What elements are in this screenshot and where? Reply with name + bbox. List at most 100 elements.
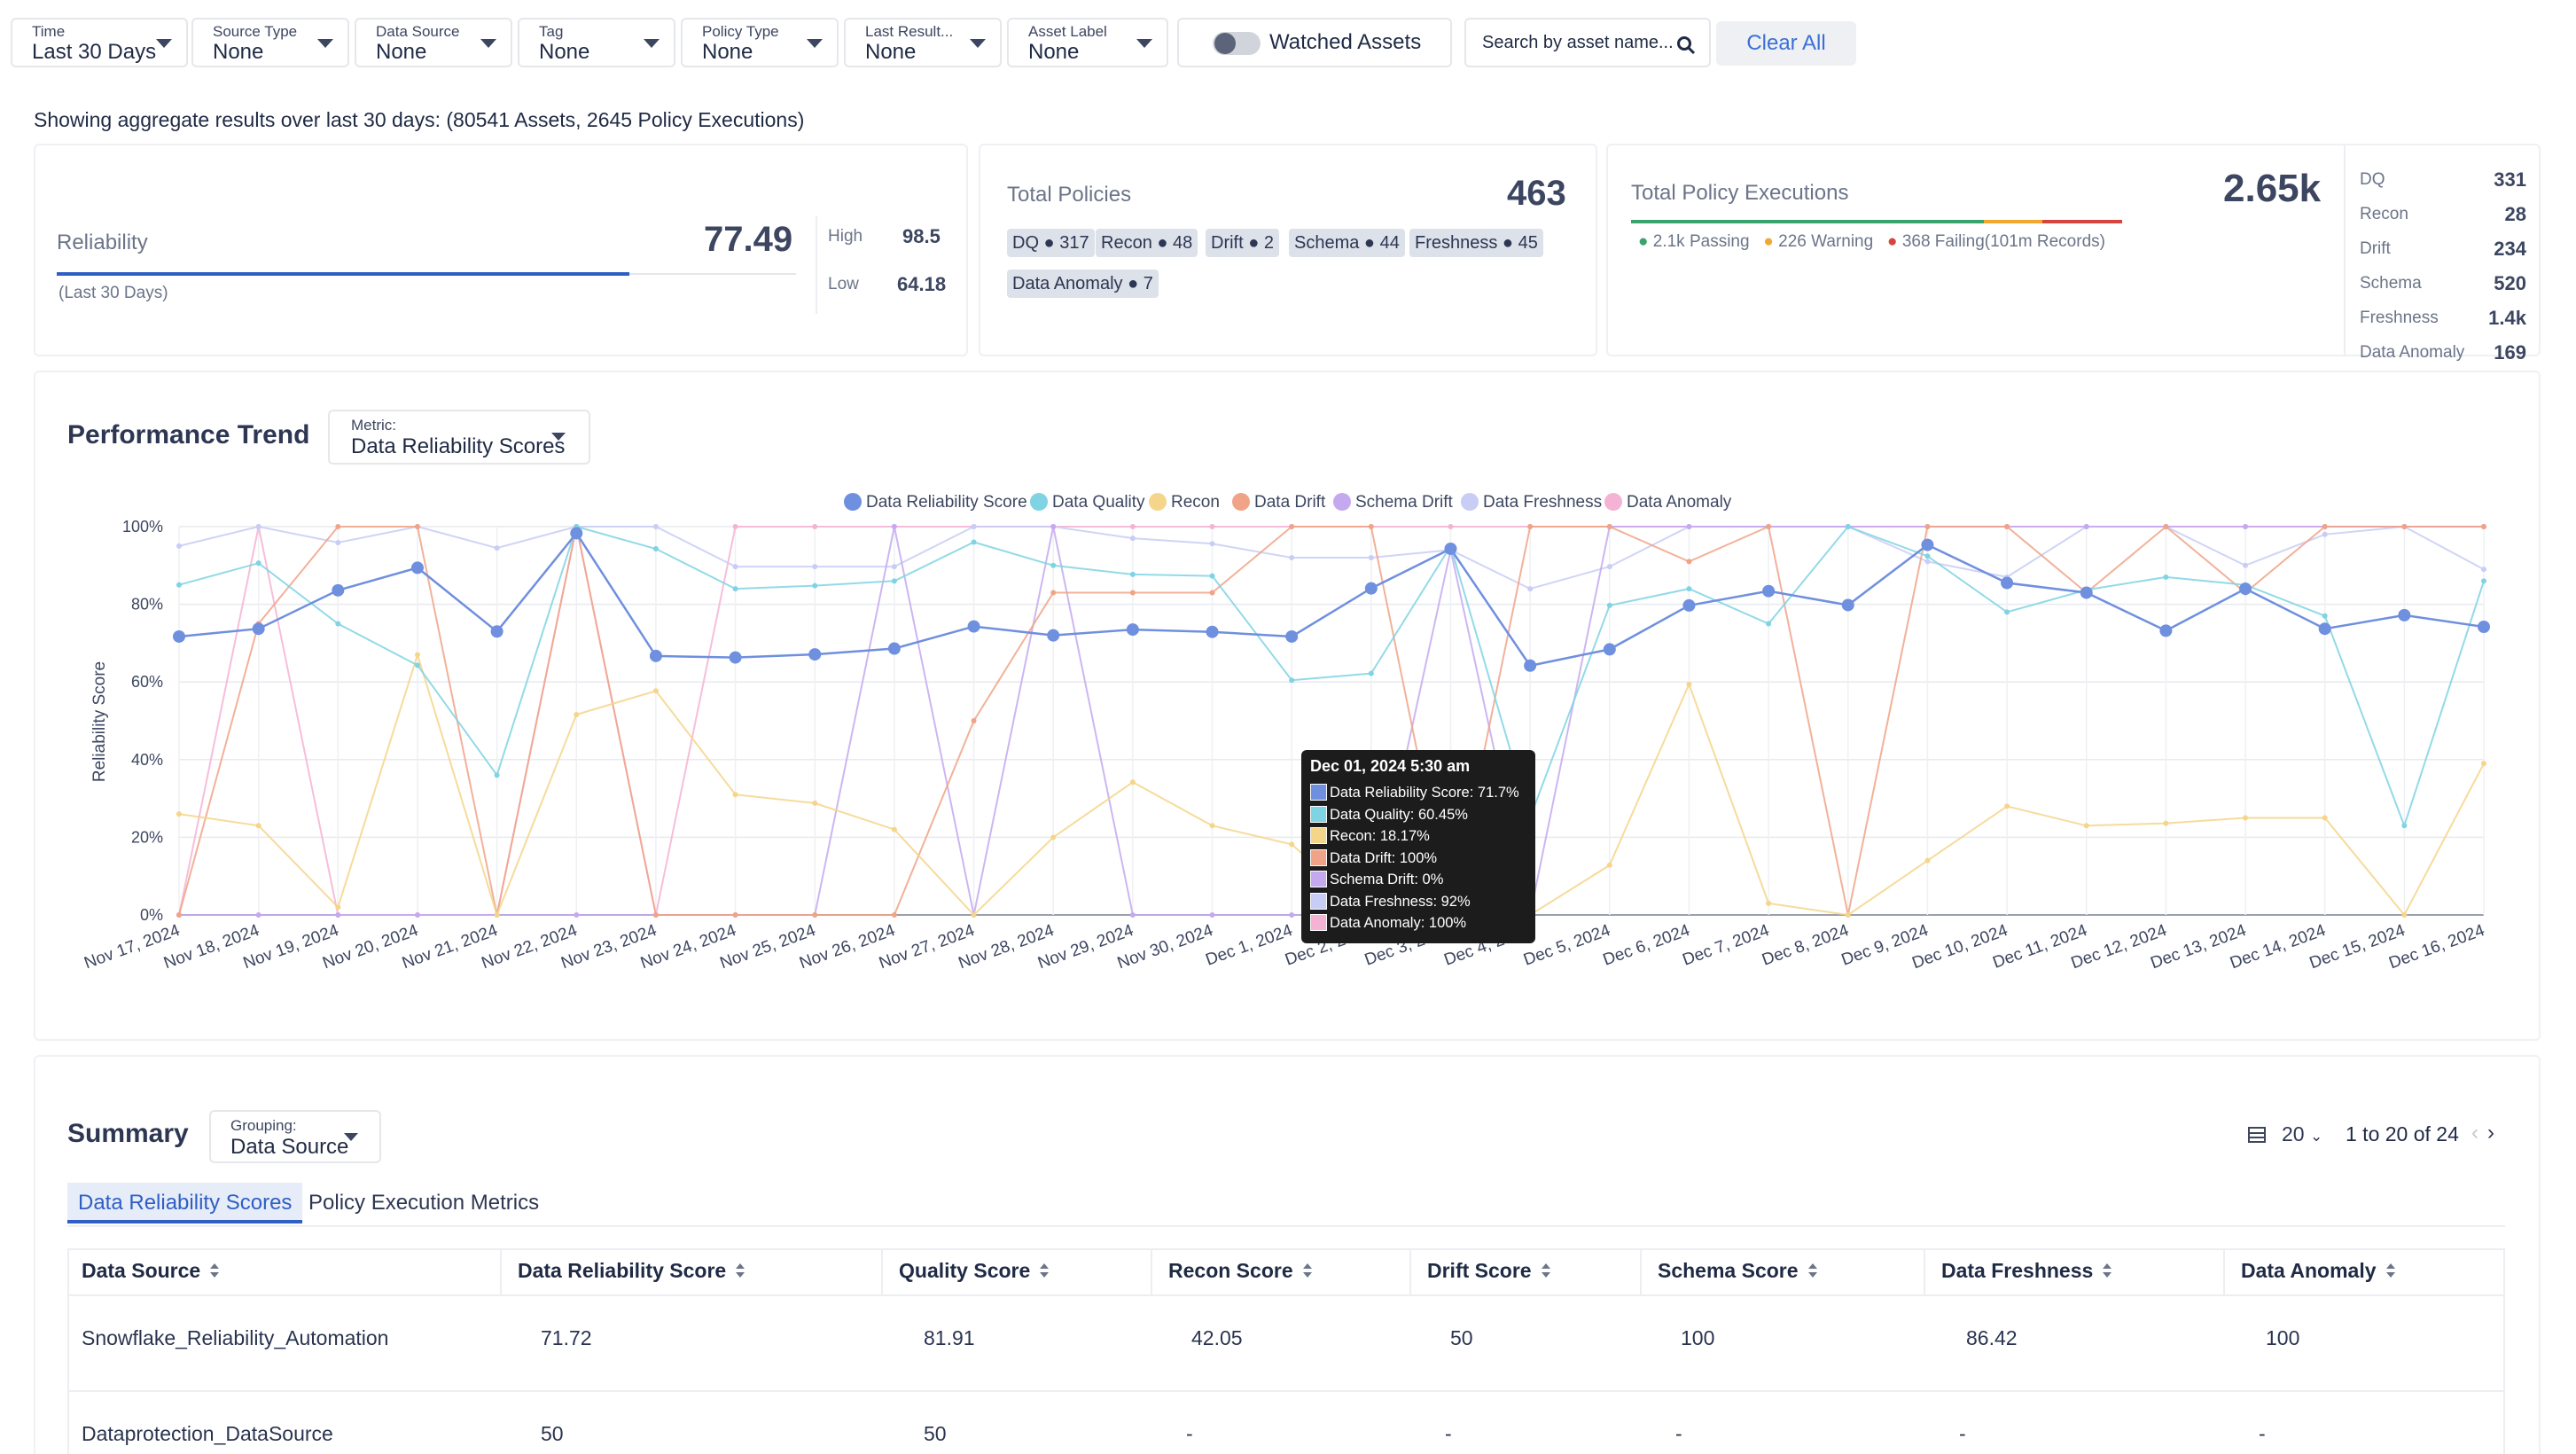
data-point[interactable] <box>1606 524 1612 529</box>
filter-asset-label[interactable]: Asset Label None <box>1007 18 1168 67</box>
data-source-name[interactable]: Dataprotection_DataSource <box>82 1422 333 1445</box>
data-point[interactable] <box>887 642 901 655</box>
data-point[interactable] <box>255 912 262 918</box>
data-point[interactable] <box>332 583 345 597</box>
data-point[interactable] <box>1129 912 1136 918</box>
data-point[interactable] <box>2401 524 2408 529</box>
legend-item[interactable]: Data Anomaly <box>1604 493 1731 512</box>
column-header[interactable]: Recon Score <box>1168 1259 1313 1285</box>
column-header[interactable]: Quality Score <box>899 1259 1050 1285</box>
data-point[interactable] <box>652 524 659 529</box>
data-point[interactable] <box>812 912 818 918</box>
data-point[interactable] <box>1285 629 1299 643</box>
page-size-select[interactable]: 20 ⌄ <box>2282 1122 2322 1146</box>
policy-tag-data-anomaly[interactable]: Data Anomaly ● 7 <box>1007 270 1159 298</box>
data-point[interactable] <box>1209 590 1215 596</box>
data-point[interactable] <box>1603 643 1616 656</box>
data-point[interactable] <box>1766 900 1772 906</box>
column-header[interactable]: Data Freshness <box>1941 1259 2112 1285</box>
data-point[interactable] <box>967 620 980 633</box>
data-point[interactable] <box>2163 574 2169 580</box>
data-point[interactable] <box>1444 542 1457 555</box>
data-point[interactable] <box>2401 823 2408 829</box>
filter-time[interactable]: Time Last 30 Days <box>11 18 188 67</box>
data-point[interactable] <box>494 545 500 551</box>
data-point[interactable] <box>1209 823 1215 829</box>
data-point[interactable] <box>410 561 424 575</box>
column-header[interactable]: Drift Score <box>1427 1259 1551 1285</box>
filter-source-type[interactable]: Source Type None <box>191 18 349 67</box>
data-point[interactable] <box>335 539 341 545</box>
search-input[interactable]: Search by asset name... <box>1464 18 1711 67</box>
data-point[interactable] <box>176 912 182 918</box>
data-point[interactable] <box>1129 590 1136 596</box>
data-point[interactable] <box>1527 586 1534 592</box>
policy-tag-drift[interactable]: Drift ● 2 <box>1206 229 1279 257</box>
data-point[interactable] <box>1050 524 1057 529</box>
data-point[interactable] <box>2318 622 2331 636</box>
sort-icon[interactable] <box>1302 1261 1313 1285</box>
data-point[interactable] <box>1845 524 1851 529</box>
filter-tag[interactable]: Tag None <box>518 18 675 67</box>
data-point[interactable] <box>414 524 420 529</box>
data-point[interactable] <box>1606 862 1612 868</box>
data-point[interactable] <box>1924 559 1931 565</box>
data-point[interactable] <box>494 912 500 918</box>
data-point[interactable] <box>1524 659 1537 672</box>
data-point[interactable] <box>1766 524 1772 529</box>
data-point[interactable] <box>652 912 659 918</box>
sort-icon[interactable] <box>1541 1261 1551 1285</box>
data-point[interactable] <box>891 524 897 529</box>
tab-policy-execution-metrics[interactable]: Policy Execution Metrics <box>308 1191 540 1215</box>
data-point[interactable] <box>2398 608 2411 621</box>
data-point[interactable] <box>1209 573 1215 579</box>
data-point[interactable] <box>1924 857 1931 864</box>
data-point[interactable] <box>1606 564 1612 570</box>
data-point[interactable] <box>1129 571 1136 577</box>
data-point[interactable] <box>891 578 897 584</box>
data-point[interactable] <box>732 912 738 918</box>
data-point[interactable] <box>1924 553 1931 559</box>
data-point[interactable] <box>1129 535 1136 542</box>
legend-item[interactable]: Data Quality <box>1030 493 1145 512</box>
data-point[interactable] <box>1924 524 1931 529</box>
column-header[interactable]: Data Anomaly <box>2241 1259 2396 1285</box>
data-point[interactable] <box>2481 578 2486 584</box>
clear-all-button[interactable]: Clear All <box>1716 21 1856 66</box>
data-point[interactable] <box>2322 613 2328 619</box>
data-point[interactable] <box>1368 555 1374 561</box>
data-point[interactable] <box>1209 524 1215 529</box>
data-point[interactable] <box>1047 629 1060 642</box>
policy-tag-schema[interactable]: Schema ● 44 <box>1289 229 1405 257</box>
policy-tag-recon[interactable]: Recon ● 48 <box>1096 229 1198 257</box>
data-point[interactable] <box>2481 567 2486 573</box>
sort-icon[interactable] <box>2385 1261 2396 1285</box>
legend-item[interactable]: Recon <box>1149 493 1220 512</box>
filter-last-result[interactable]: Last Result... None <box>844 18 1002 67</box>
sort-icon[interactable] <box>1039 1261 1050 1285</box>
data-point[interactable] <box>2083 524 2089 529</box>
column-header[interactable]: Schema Score <box>1658 1259 1818 1285</box>
data-point[interactable] <box>808 648 822 661</box>
data-point[interactable] <box>1368 524 1374 529</box>
data-point[interactable] <box>1606 602 1612 608</box>
legend-item[interactable]: Data Drift <box>1232 493 1325 512</box>
data-point[interactable] <box>1448 524 1454 529</box>
data-point[interactable] <box>2083 823 2089 829</box>
search-icon[interactable] <box>1675 35 1697 56</box>
data-point[interactable] <box>1682 598 1696 612</box>
data-point[interactable] <box>176 582 182 588</box>
data-point[interactable] <box>1289 841 1295 848</box>
data-point[interactable] <box>729 651 742 664</box>
data-point[interactable] <box>574 912 580 918</box>
data-point[interactable] <box>255 524 262 529</box>
data-point[interactable] <box>2243 524 2249 529</box>
data-point[interactable] <box>812 564 818 570</box>
data-point[interactable] <box>891 826 897 833</box>
data-point[interactable] <box>574 711 580 717</box>
data-point[interactable] <box>1686 559 1692 565</box>
sort-icon[interactable] <box>209 1261 220 1285</box>
data-point[interactable] <box>971 718 977 723</box>
data-point[interactable] <box>2243 562 2249 568</box>
data-point[interactable] <box>1209 912 1215 918</box>
